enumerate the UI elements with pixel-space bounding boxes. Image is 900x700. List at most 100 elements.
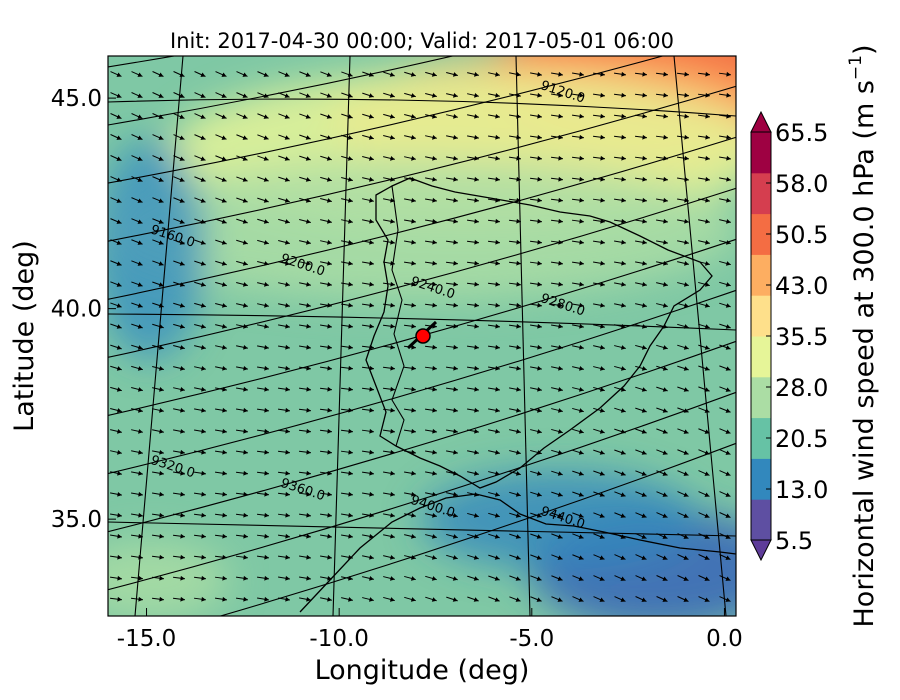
border-line — [391, 185, 405, 447]
wind-vector-head — [390, 449, 395, 455]
wind-vector-head — [242, 72, 248, 77]
wind-vector-head — [725, 576, 731, 581]
wind-vector-head — [243, 449, 248, 455]
wind-vector-head — [558, 92, 563, 98]
wind-vector-head — [558, 344, 563, 350]
wind-vector-head — [347, 156, 353, 161]
wind-vector-head — [410, 555, 416, 560]
y-tick-label: 40.0 — [51, 297, 102, 323]
wind-vector-head — [453, 176, 458, 182]
wind-vector-head — [663, 260, 668, 266]
wind-vector-head — [662, 408, 668, 413]
wind-vector-head — [432, 344, 437, 350]
wind-vector-head — [453, 218, 458, 224]
wind-vector-head — [242, 219, 248, 224]
wind-vector-head — [369, 470, 374, 476]
wind-vector-head — [116, 429, 122, 434]
wind-vector-head — [263, 240, 269, 245]
colorbar-tick-label: 58.0 — [775, 170, 828, 198]
wind-vector-head — [537, 113, 542, 119]
wind-vector-head — [684, 134, 689, 140]
wind-vector-head — [306, 554, 311, 560]
wind-vector-head — [390, 512, 395, 518]
wind-vector-head — [263, 156, 269, 161]
wind-vector-head — [158, 135, 164, 140]
wind-vector-head — [327, 260, 332, 266]
wind-vector-head — [620, 471, 626, 476]
wind-vector-head — [411, 428, 416, 434]
wind-vector-head — [222, 491, 227, 497]
wind-vector-head — [537, 323, 542, 329]
wind-vector-head — [578, 597, 584, 602]
wind-vector-head — [495, 344, 500, 350]
meridian-line — [332, 56, 351, 616]
wind-vector-head — [704, 534, 710, 539]
wind-vector-head — [264, 365, 269, 371]
wind-vector-head — [116, 303, 122, 308]
wind-vector-head — [222, 428, 227, 434]
x-axis-label: Longitude (deg) — [315, 655, 530, 686]
wind-vector-head — [368, 72, 374, 77]
wind-vector-head — [306, 449, 311, 455]
wind-vector-head — [620, 513, 626, 518]
wind-vector-head — [222, 407, 227, 413]
wind-vector-head — [662, 576, 668, 581]
wind-vector-head — [285, 302, 290, 308]
contour-line — [108, 187, 736, 358]
wind-vector-head — [578, 471, 584, 476]
wind-vector-head — [473, 534, 479, 539]
wind-vector-head — [179, 198, 185, 203]
wind-vector-head — [327, 407, 332, 413]
wind-vector-head — [432, 135, 437, 140]
wind-vector-head — [411, 534, 416, 539]
wind-vector-head — [158, 72, 164, 77]
wind-vector-head — [180, 449, 185, 455]
wind-vector-head — [222, 365, 227, 371]
contour-line — [108, 56, 455, 126]
wind-vector-head — [284, 156, 290, 161]
wind-vector-head — [158, 261, 164, 266]
wind-vector-head — [306, 428, 311, 434]
wind-vector-head — [474, 344, 479, 350]
wind-vector-head — [243, 596, 248, 602]
wind-vector-head — [348, 281, 353, 287]
wind-vector-head — [663, 239, 668, 245]
wind-vector-head — [411, 302, 416, 308]
wind-vector-head — [158, 345, 164, 350]
wind-vector-head — [221, 156, 227, 161]
wind-vector-head — [264, 512, 269, 518]
wind-vector-head — [369, 365, 374, 371]
wind-vector-head — [116, 366, 122, 371]
wind-vector-head — [642, 176, 647, 182]
wind-vector-head — [242, 93, 248, 98]
wind-vector-head — [348, 512, 353, 518]
wind-vector-head — [137, 366, 143, 371]
wind-vector-head — [305, 198, 311, 203]
wind-vector-head — [495, 155, 500, 161]
wind-vector-head — [200, 303, 206, 308]
contour-line — [108, 56, 665, 184]
wind-vector-head — [474, 197, 479, 203]
wind-vector-head — [683, 492, 689, 497]
wind-vector-head — [557, 471, 563, 476]
wind-vector-head — [348, 219, 353, 224]
wind-vector-head — [599, 534, 605, 539]
wind-vector-head — [725, 324, 731, 329]
wind-vector-head — [495, 218, 500, 224]
wind-vector-head — [621, 302, 626, 308]
wind-vector-head — [200, 240, 206, 245]
wind-vector-head — [222, 512, 227, 518]
wind-vector-head — [200, 282, 206, 287]
wind-vector-head — [221, 324, 227, 329]
wind-vector-head — [432, 470, 437, 476]
wind-vector-head — [432, 449, 437, 455]
wind-vector-head — [243, 554, 248, 560]
wind-vector-head — [557, 492, 563, 497]
wind-vector-head — [180, 533, 185, 539]
wind-vector-head — [327, 491, 332, 497]
wind-vector-head — [726, 92, 731, 98]
colorbar-tick-label: 28.0 — [775, 374, 828, 402]
colorbar-segment — [751, 336, 771, 378]
wind-vector-head — [579, 71, 584, 77]
wind-vector-head — [432, 218, 437, 224]
